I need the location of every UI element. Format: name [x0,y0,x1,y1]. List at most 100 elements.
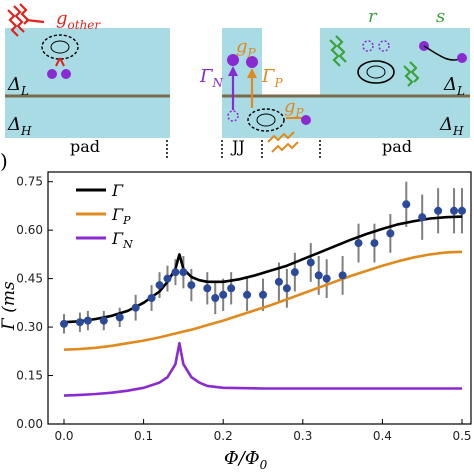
data-point [274,277,283,286]
purple-dot-gn-bottom [227,110,239,122]
delta-h-right-label: ΔH [439,114,464,138]
data-points [60,200,466,328]
data-point [163,274,172,283]
chart: 0.00 0.15 0.30 0.45 0.60 0.75 0.0 0.1 0.2 0.3 0.4… [0,149,472,472]
legend-label-gamma-n: ΓN [111,229,133,251]
series-line-gamma_p [63,250,463,351]
data-point [227,284,236,293]
pair-icon-r [366,65,386,79]
purple-dot-gn-top [227,54,239,66]
y-axis-label: Γ (ms [0,281,19,331]
gap-middle [262,28,306,96]
data-point [187,281,196,290]
green-wave-icon-r [329,35,347,67]
left-upper-region [5,28,170,96]
purple-dot-left-2 [61,69,71,79]
data-point [338,271,347,280]
left-lower-region [5,96,170,138]
data-point [83,316,92,325]
y-axis: 0.00 0.15 0.30 0.45 0.60 0.75 [16,175,53,431]
data-point [60,319,68,328]
x-tick-label: 0.4 [373,429,392,443]
purple-dot-r-2 [378,40,390,52]
data-point [402,200,411,209]
dotted-separators [166,140,321,158]
data-point [211,294,220,302]
y-tick-label: 0.15 [16,369,43,383]
data-point [290,268,299,277]
y-tick-label: 0.00 [16,417,43,431]
data-point [99,316,108,325]
data-point [354,239,363,248]
pair-icon-jj [256,113,276,127]
x-axis-label: Φ/Φ0 [224,448,268,472]
g-p-top-label: gP [236,36,257,60]
series-line-total [63,215,463,324]
data-point [171,268,180,277]
data-point [322,274,331,283]
r-label: r [368,6,378,27]
y-tick-label: 0.60 [16,223,43,237]
red-branch-icon [55,57,65,67]
pad-left-label: pad [70,137,100,156]
purple-dot-jj [301,115,311,125]
data-point [115,313,124,322]
red-wave-icon [7,3,45,37]
purple-dot-gp [246,56,258,68]
panel-bracket: ) [0,149,8,173]
legend: Γ ΓP ΓN [76,181,133,251]
g-p-bottom-label: gP [284,96,305,120]
gamma-n-label: ΓN [199,66,224,90]
x-tick-label: 0.1 [134,429,153,443]
green-wave-icon-s [403,61,420,87]
jj-label: JJ [230,137,245,156]
dashed-ellipse-left [41,34,79,60]
y-tick-label: 0.30 [16,320,43,334]
data-point [314,271,323,280]
data-point [75,318,84,327]
orange-wave-icon [267,131,299,153]
y-tick-label: 0.45 [16,272,43,286]
delta-l-right-label: ΔL [443,74,465,98]
data-point [418,213,427,222]
device-schematic: gother ΔL ΔH pad JJ pad ΓN gP ΓP [5,3,470,158]
pad-right-label: pad [382,137,412,156]
purple-dot-r-1 [362,40,374,52]
x-tick-label: 0.2 [214,429,233,443]
s-label: s [436,6,445,27]
purple-dot-left-1 [47,69,57,79]
data-point [282,284,291,293]
gap-left [170,28,222,138]
data-point [434,206,443,215]
x-axis: 0.0 0.1 0.2 0.3 0.4 0.5 [54,419,472,443]
data-point [147,294,156,302]
pair-icon-left [50,40,70,54]
data-point [219,290,228,299]
dashed-ellipse-r [357,60,395,84]
right-lower-region [320,96,470,138]
plot-frame [47,171,472,425]
data-point [458,206,466,215]
data-point [243,290,252,299]
x-tick-label: 0.3 [293,429,312,443]
gamma-p-arrowhead [247,68,257,78]
data-point [450,206,459,215]
delta-h-label: ΔH [7,114,32,138]
data-point [203,284,212,293]
data-point [370,239,379,248]
delta-l-label: ΔL [7,74,29,98]
purple-dot-s-2 [457,53,467,63]
legend-label-gamma-p: ΓP [111,205,131,227]
legend-label-total: Γ [111,181,124,200]
x-tick-label: 0.5 [452,429,471,443]
gamma-n-arrowhead [228,66,238,76]
series-line-gamma_n [63,341,462,397]
y-tick-label: 0.75 [16,175,43,189]
g-other-label: gother [56,8,101,32]
series-lines [63,215,463,397]
data-point [306,258,315,267]
gamma-p-label: ΓP [261,66,284,90]
data-point [131,303,140,312]
x-tick-label: 0.0 [54,429,73,443]
